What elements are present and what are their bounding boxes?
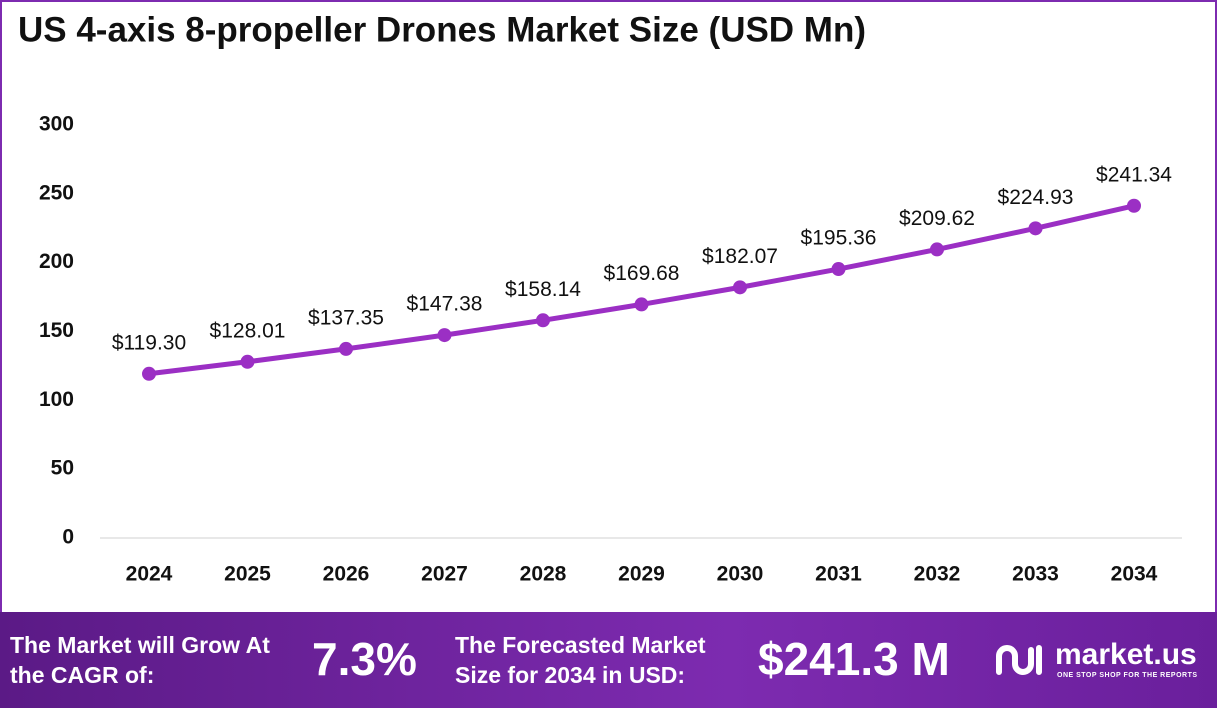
value-label: $147.38 (407, 293, 483, 316)
y-tick-label: 100 (39, 388, 74, 411)
x-tick-label: 2026 (323, 563, 370, 586)
cagr-text: The Market will Grow At the CAGR of: (10, 632, 270, 688)
marker (733, 280, 747, 295)
chart-title: US 4-axis 8-propeller Drones Market Size… (18, 10, 866, 49)
x-tick-label: 2032 (914, 563, 961, 586)
y-tick-label: 50 (51, 457, 74, 480)
value-label: $158.14 (505, 278, 581, 301)
tagline: ONE STOP SHOP FOR THE REPORTS (1057, 672, 1198, 679)
cagr-value: 7.3% (312, 633, 417, 685)
marker (142, 366, 156, 381)
brand-icon (996, 645, 1042, 675)
y-tick-label: 250 (39, 181, 74, 204)
x-tick-label: 2034 (1111, 563, 1158, 586)
forecast-text: The Forecasted Market Size for 2034 in U… (455, 632, 706, 688)
marker (1127, 198, 1141, 213)
line (148, 203, 1135, 377)
frame (0, 0, 1217, 612)
value-label: $137.35 (308, 306, 384, 329)
marker (437, 328, 452, 343)
x-tick-label: 2027 (421, 563, 468, 586)
value-label: $128.01 (210, 319, 286, 342)
value-label: $209.62 (899, 207, 975, 230)
forecast-value: $241.3 M (758, 633, 950, 685)
y-tick-label: 300 (39, 113, 74, 136)
brand: market.us (1055, 638, 1197, 671)
marker (240, 354, 255, 369)
value-label: $195.36 (801, 227, 877, 250)
marker (634, 297, 649, 312)
marker (1028, 221, 1043, 236)
value-label: $241.34 (1096, 163, 1172, 186)
value-label: $169.68 (604, 262, 680, 285)
value-label: $224.93 (998, 186, 1074, 209)
x-tick-label: 2033 (1012, 563, 1059, 586)
x-tick-label: 2029 (618, 563, 665, 586)
y-tick-label: 200 (39, 250, 74, 273)
marker (339, 341, 353, 356)
x-tick-label: 2030 (717, 563, 764, 586)
x-tick-label: 2025 (224, 563, 271, 586)
value-label: $182.07 (702, 245, 778, 268)
value-label: $119.30 (112, 331, 186, 354)
x-tick-label: 2028 (520, 563, 567, 586)
y-tick-label: 150 (39, 319, 74, 342)
x-tick-label: 2031 (815, 563, 862, 586)
marker (831, 262, 846, 277)
marker (930, 242, 944, 257)
marker (536, 313, 550, 328)
chart: US 4-axis 8-propeller Drones Market Size… (0, 0, 1217, 612)
footer: The Market will Grow At the CAGR of: 7.3… (0, 612, 1217, 708)
y-tick-label: 0 (62, 526, 74, 549)
x-tick-label: 2024 (126, 563, 173, 586)
